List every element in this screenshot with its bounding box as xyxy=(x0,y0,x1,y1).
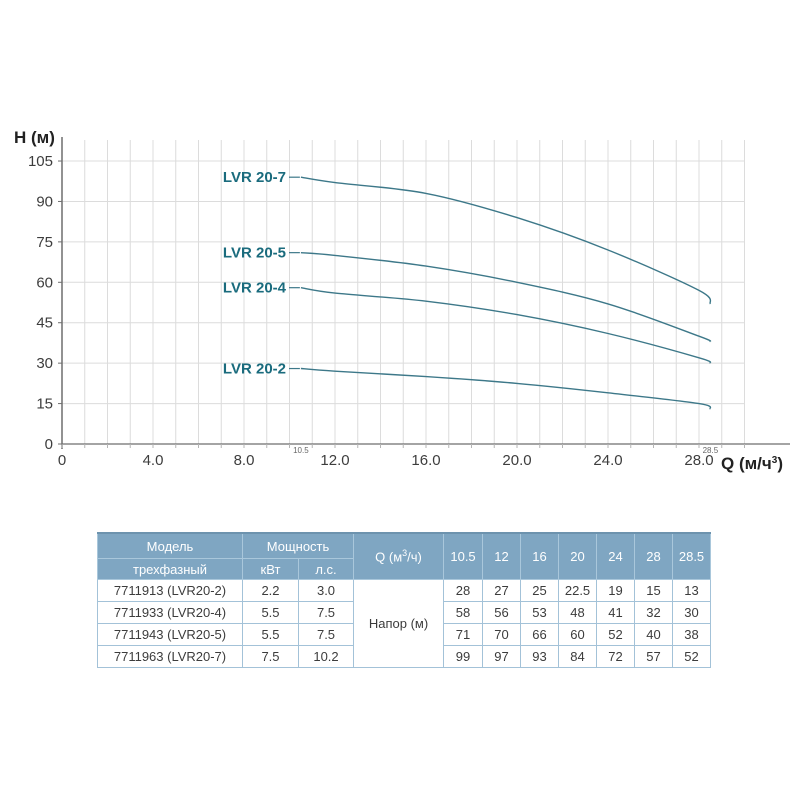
cell-value: 84 xyxy=(558,645,598,668)
cell-value: 52 xyxy=(672,645,712,668)
x-tick-label: 20.0 xyxy=(502,452,531,469)
cell-value: 22.5 xyxy=(558,579,598,602)
chart-curves: LVR 20-7 LVR 20-5 LVR 20-4 LVR 20-2 xyxy=(223,169,712,410)
cell-hp: 7.5 xyxy=(297,601,355,624)
x-tick-label: 4.0 xyxy=(143,452,164,469)
y-tick-label: 75 xyxy=(36,234,53,251)
cell-value: 19 xyxy=(596,579,636,602)
header-q-24: 24 xyxy=(596,532,636,580)
cell-value: 57 xyxy=(634,645,674,668)
cell-value: 97 xyxy=(482,645,522,668)
y-tick-label: 60 xyxy=(36,274,53,291)
cell-kw: 5.5 xyxy=(242,623,299,646)
table-row: 7711913 (LVR20-2) 2.2 3.0 Напор (м) 28 2… xyxy=(97,579,712,668)
cell-model: 7711933 (LVR20-4) xyxy=(97,601,243,624)
cell-value: 30 xyxy=(672,601,712,624)
header-q-10-5: 10.5 xyxy=(443,532,484,580)
x-tick-label: 28.0 xyxy=(684,452,713,469)
curve-lvr-20-4 xyxy=(300,287,712,364)
header-q-12: 12 xyxy=(482,532,522,580)
cell-value: 60 xyxy=(558,623,598,646)
curve-label-lvr-20-4: LVR 20-4 xyxy=(223,280,287,297)
cell-value: 27 xyxy=(482,579,522,602)
cell-value: 71 xyxy=(443,623,484,646)
x-tick-label: 8.0 xyxy=(234,452,255,469)
cell-kw: 2.2 xyxy=(242,579,299,602)
header-kw: кВт xyxy=(242,558,299,580)
cell-value: 58 xyxy=(443,601,484,624)
y-tick-label: 15 xyxy=(36,396,53,413)
cell-model: 7711963 (LVR20-7) xyxy=(97,645,243,668)
cell-value: 53 xyxy=(520,601,560,624)
header-q-20: 20 xyxy=(558,532,598,580)
cell-value: 48 xyxy=(558,601,598,624)
chart-tick-labels: 0 15 30 45 60 75 90 105 0 4.0 8.0 12.0 16.0 20.0 24.0 2… xyxy=(28,153,719,469)
y-tick-label: 30 xyxy=(36,355,53,372)
pump-spec-table: Модель Мощность Q (м3/ч) 10.5 12 16 20 2… xyxy=(97,532,712,668)
curve-lvr-20-7 xyxy=(300,176,712,305)
curve-label-lvr-20-2: LVR 20-2 xyxy=(223,361,286,378)
header-q-28-5: 28.5 xyxy=(672,532,712,580)
x-range-marker-label: 10.5 xyxy=(293,446,309,455)
cell-value: 66 xyxy=(520,623,560,646)
header-q-16: 16 xyxy=(520,532,560,580)
table-row: 7711943 (LVR20-5) 5.5 7.5 71 70 66 60 52… xyxy=(97,623,712,646)
cell-value: 38 xyxy=(672,623,712,646)
pump-curves-chart: LVR 20-7 LVR 20-5 LVR 20-4 LVR 20-2 0 15 30 45… xyxy=(14,128,790,473)
cell-hp: 7.5 xyxy=(297,623,355,646)
cell-model: 7711943 (LVR20-5) xyxy=(97,623,243,646)
x-range-marker-label: 28.5 xyxy=(703,446,719,455)
cell-value: 52 xyxy=(596,623,636,646)
header-q-suffix: /ч) xyxy=(407,549,422,565)
header-q-28: 28 xyxy=(634,532,674,580)
cell-model: 7711913 (LVR20-2) xyxy=(97,579,243,602)
header-q-sup: 3 xyxy=(402,548,408,559)
x-axis-title: Q (м/ч3) xyxy=(721,454,783,473)
header-hp: л.с. xyxy=(297,558,355,580)
cell-kw: 5.5 xyxy=(242,601,299,624)
table-row: 7711933 (LVR20-4) 5.5 7.5 58 56 53 48 41… xyxy=(97,601,712,624)
cell-value: 25 xyxy=(520,579,560,602)
x-tick-label: 12.0 xyxy=(320,452,349,469)
cell-value: 93 xyxy=(520,645,560,668)
x-tick-label: 24.0 xyxy=(593,452,622,469)
header-q-unit: Q (м3/ч) xyxy=(353,532,445,580)
cell-value: 28 xyxy=(443,579,484,602)
cell-hp: 10.2 xyxy=(297,645,355,668)
y-tick-label: 45 xyxy=(36,315,53,332)
cell-value: 72 xyxy=(596,645,636,668)
cell-value: 99 xyxy=(443,645,484,668)
header-q-prefix: Q (м xyxy=(375,549,403,565)
cell-value: 56 xyxy=(482,601,522,624)
cell-value: 40 xyxy=(634,623,674,646)
header-power: Мощность xyxy=(241,532,355,559)
header-model: Модель xyxy=(97,532,243,559)
cell-kw: 7.5 xyxy=(242,645,299,668)
y-tick-label: 105 xyxy=(28,153,53,170)
y-axis-title: H (м) xyxy=(14,128,55,147)
cell-napor: Напор (м) xyxy=(353,579,445,668)
curve-lvr-20-2 xyxy=(300,367,712,410)
cell-value: 70 xyxy=(482,623,522,646)
x-tick-label: 0 xyxy=(58,452,66,469)
curve-label-lvr-20-5: LVR 20-5 xyxy=(223,245,286,262)
cell-value: 41 xyxy=(596,601,636,624)
y-tick-label: 0 xyxy=(45,436,53,453)
table-row: 7711963 (LVR20-7) 7.5 10.2 99 97 93 84 7… xyxy=(97,645,712,668)
x-tick-label: 16.0 xyxy=(411,452,440,469)
y-tick-label: 90 xyxy=(36,193,53,210)
curve-lvr-20-5 xyxy=(300,252,712,343)
cell-value: 13 xyxy=(672,579,712,602)
cell-value: 15 xyxy=(634,579,674,602)
cell-value: 32 xyxy=(634,601,674,624)
header-phase: трехфазный xyxy=(97,558,243,580)
cell-hp: 3.0 xyxy=(297,579,355,602)
curve-label-lvr-20-7: LVR 20-7 xyxy=(223,169,286,186)
chart-grid xyxy=(62,140,745,444)
chart-axes xyxy=(58,137,790,449)
